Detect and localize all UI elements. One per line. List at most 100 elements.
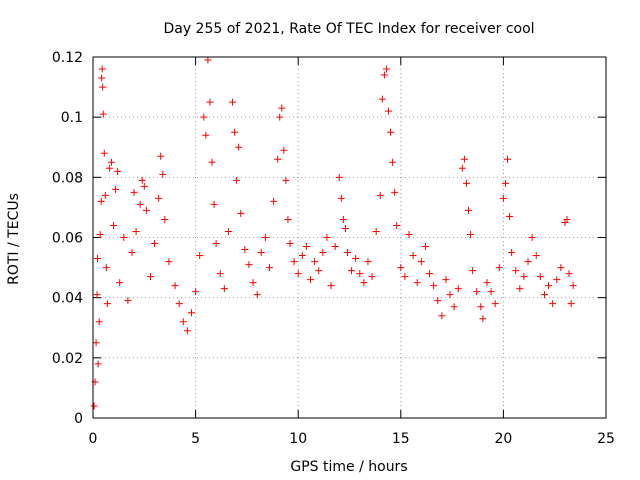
data-point [165, 258, 173, 266]
x-tick-label: 25 [597, 431, 615, 447]
data-point [469, 267, 477, 275]
data-point [376, 191, 384, 199]
data-point [151, 240, 159, 248]
data-point [210, 200, 218, 208]
data-point [90, 402, 98, 410]
data-point [499, 194, 507, 202]
data-point [438, 312, 446, 320]
data-point [274, 155, 282, 163]
data-point [352, 255, 360, 263]
data-point [253, 291, 261, 299]
data-point [501, 179, 509, 187]
data-point [446, 291, 454, 299]
data-point [364, 258, 372, 266]
chart-title: Day 255 of 2021, Rate Of TEC Index for r… [163, 21, 534, 37]
data-point [454, 285, 462, 293]
data-point [356, 270, 364, 278]
y-tick-label: 0.02 [52, 351, 83, 367]
data-point [233, 176, 241, 184]
data-point [95, 318, 103, 326]
data-point [100, 149, 108, 157]
data-point [409, 252, 417, 260]
data-point [284, 215, 292, 223]
data-point [465, 206, 473, 214]
data-point [335, 173, 343, 181]
data-point [130, 188, 138, 196]
data-point [339, 215, 347, 223]
data-point [430, 282, 438, 290]
data-point [467, 230, 475, 238]
data-point [565, 270, 573, 278]
data-point [487, 288, 495, 296]
data-point [132, 227, 140, 235]
plot-frame [92, 56, 607, 419]
y-tick-label: 0.06 [52, 231, 83, 247]
data-point [138, 176, 146, 184]
data-point [101, 191, 109, 199]
data-point [462, 179, 470, 187]
y-tick-label: 0.12 [52, 50, 83, 66]
data-point [520, 273, 528, 281]
data-point [124, 297, 132, 305]
data-point [265, 264, 273, 272]
data-point [532, 252, 540, 260]
data-point [387, 128, 395, 136]
data-point [245, 261, 253, 269]
data-point [112, 185, 120, 193]
data-point [110, 221, 118, 229]
data-point [557, 264, 565, 272]
data-point [372, 227, 380, 235]
data-point [473, 288, 481, 296]
data-point [105, 164, 113, 172]
data-point [208, 158, 216, 166]
data-point [516, 285, 524, 293]
data-point [98, 65, 106, 73]
data-point [155, 194, 163, 202]
data-point [549, 300, 557, 308]
x-tick-label: 20 [494, 431, 512, 447]
data-point [229, 98, 237, 106]
data-point [237, 209, 245, 217]
data-point [278, 104, 286, 112]
data-point [343, 249, 351, 257]
data-point [567, 300, 575, 308]
data-point [401, 273, 409, 281]
data-point [491, 300, 499, 308]
data-point [99, 110, 107, 118]
data-point [368, 273, 376, 281]
data-point [161, 215, 169, 223]
data-point [553, 276, 561, 284]
data-point [389, 158, 397, 166]
data-point [323, 234, 331, 241]
data-point [495, 264, 503, 272]
data-point [319, 249, 327, 257]
data-point [504, 155, 512, 163]
data-point [460, 155, 468, 163]
data-point [175, 300, 183, 308]
data-point [93, 291, 101, 299]
data-point [241, 246, 249, 254]
data-point [157, 152, 165, 160]
data-point [99, 83, 107, 91]
data-point [96, 230, 104, 238]
data-point [261, 234, 269, 241]
data-point [417, 258, 425, 266]
data-point [298, 252, 306, 260]
data-point [384, 107, 392, 115]
data-point [224, 227, 232, 235]
data-point [97, 197, 105, 205]
data-point [434, 297, 442, 305]
data-point [192, 288, 200, 296]
data-point [479, 315, 487, 323]
data-point [506, 212, 514, 220]
data-point [202, 131, 210, 139]
data-point [282, 176, 290, 184]
data-point [102, 264, 110, 272]
data-point [450, 303, 458, 311]
x-tick-label: 15 [392, 431, 410, 447]
data-point [545, 282, 553, 290]
data-point [94, 255, 102, 263]
data-point [196, 252, 204, 260]
data-point [524, 258, 532, 266]
data-point [393, 221, 401, 229]
